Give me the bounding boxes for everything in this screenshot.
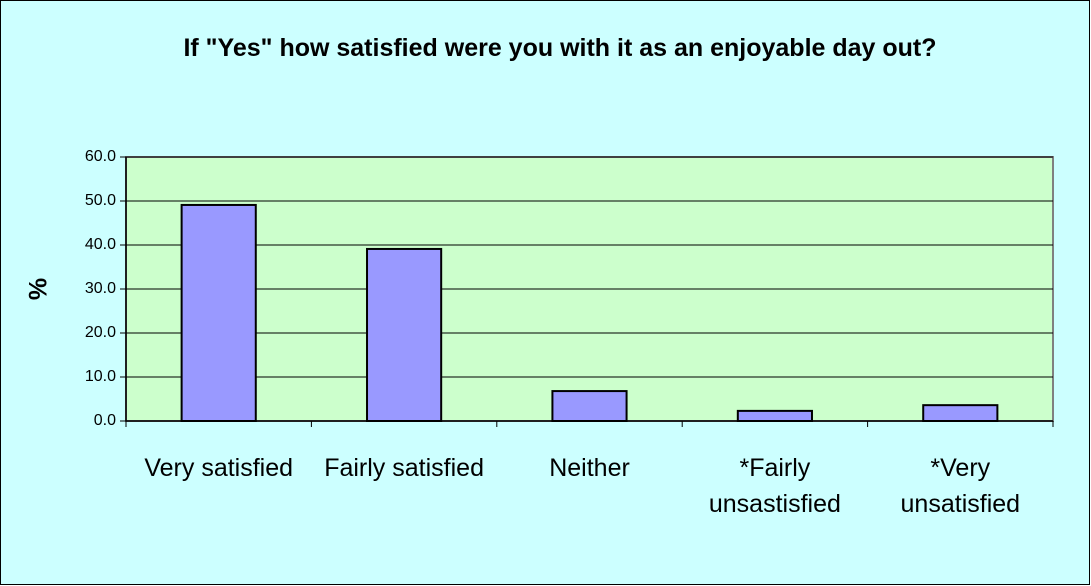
x-tick-label: *Very unsatisfied bbox=[900, 454, 1021, 518]
y-tick-label: 20.0 bbox=[85, 324, 116, 341]
bar bbox=[551, 390, 628, 422]
y-tick-label: 0.0 bbox=[94, 412, 116, 429]
chart-title: If "Yes" how satisfied were you with it … bbox=[183, 34, 937, 62]
y-tick-label: 40.0 bbox=[85, 236, 116, 253]
x-tick-label: Very satisfied bbox=[144, 454, 294, 482]
bar bbox=[366, 247, 443, 422]
x-tick-label: Fairly satisfied bbox=[324, 454, 484, 482]
bar bbox=[736, 409, 813, 423]
y-axis-label: % bbox=[25, 278, 53, 300]
bar bbox=[922, 404, 999, 423]
x-tick-label: *Fairly unsastisfied bbox=[708, 454, 841, 518]
bar bbox=[180, 203, 257, 422]
y-tick-label: 30.0 bbox=[85, 280, 116, 297]
y-tick-label: 60.0 bbox=[85, 148, 116, 165]
y-tick-label: 10.0 bbox=[85, 368, 116, 385]
y-tick-label: 50.0 bbox=[85, 192, 116, 209]
x-tick-label: Neither bbox=[549, 454, 630, 482]
